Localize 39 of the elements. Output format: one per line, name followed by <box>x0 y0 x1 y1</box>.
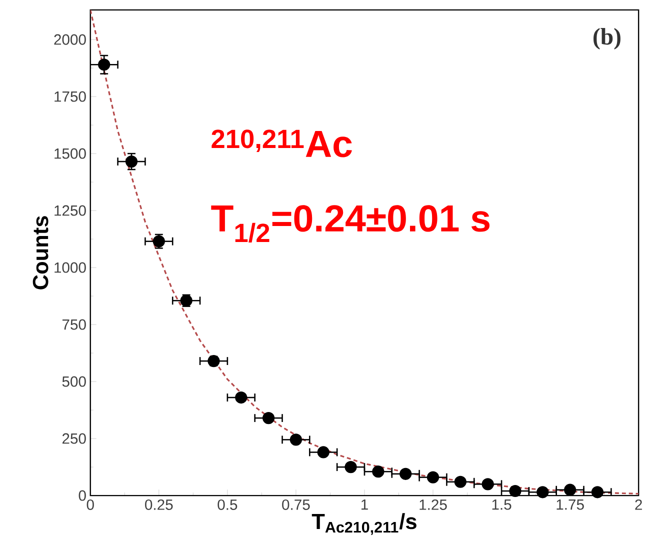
point <box>591 486 604 498</box>
y-tick-label: 1250 <box>54 205 86 216</box>
y-tick-label: 750 <box>62 319 86 330</box>
line-series <box>90 10 639 494</box>
point <box>98 58 110 71</box>
point <box>536 486 549 498</box>
x-tick-label: 1.25 <box>420 499 447 510</box>
x-tick-label: 0 <box>86 499 94 510</box>
point <box>400 468 412 480</box>
x-tick-label: 0.5 <box>218 499 238 510</box>
x-tick-label: 1.5 <box>492 499 512 510</box>
y-tick-label: 2000 <box>54 34 86 45</box>
x-tick-label: 1 <box>361 499 368 510</box>
x-tick-label: 2 <box>635 499 642 510</box>
y-axis-title: Counts <box>32 216 48 290</box>
annotation: (b) <box>594 28 620 50</box>
x-tick-label: 0.25 <box>145 499 173 510</box>
y-tick-label: 250 <box>62 433 86 444</box>
point <box>290 434 302 446</box>
point <box>262 412 275 424</box>
x-tick-label: 0.75 <box>282 499 310 510</box>
point <box>564 484 576 496</box>
point <box>454 476 466 488</box>
y-tick-label: 500 <box>62 376 86 387</box>
point <box>235 391 248 404</box>
y-tick-label: 1750 <box>54 91 86 102</box>
x-tick-label: 1.75 <box>556 499 584 510</box>
y-tick-label: 0 <box>78 490 86 501</box>
point <box>426 471 440 484</box>
annotation: T$_{1/2}$=0.24±0.01 s <box>211 205 490 242</box>
point <box>372 465 384 478</box>
y-tick-label: 1500 <box>54 148 86 159</box>
point <box>509 484 522 497</box>
annotation: $^{210,211}$Ac <box>212 129 352 158</box>
y-tick-label: 1000 <box>54 262 86 273</box>
point <box>344 460 357 474</box>
point <box>317 446 330 458</box>
point <box>482 478 494 490</box>
x-axis-title: T$_{Ac210,211}$/s <box>312 513 416 535</box>
